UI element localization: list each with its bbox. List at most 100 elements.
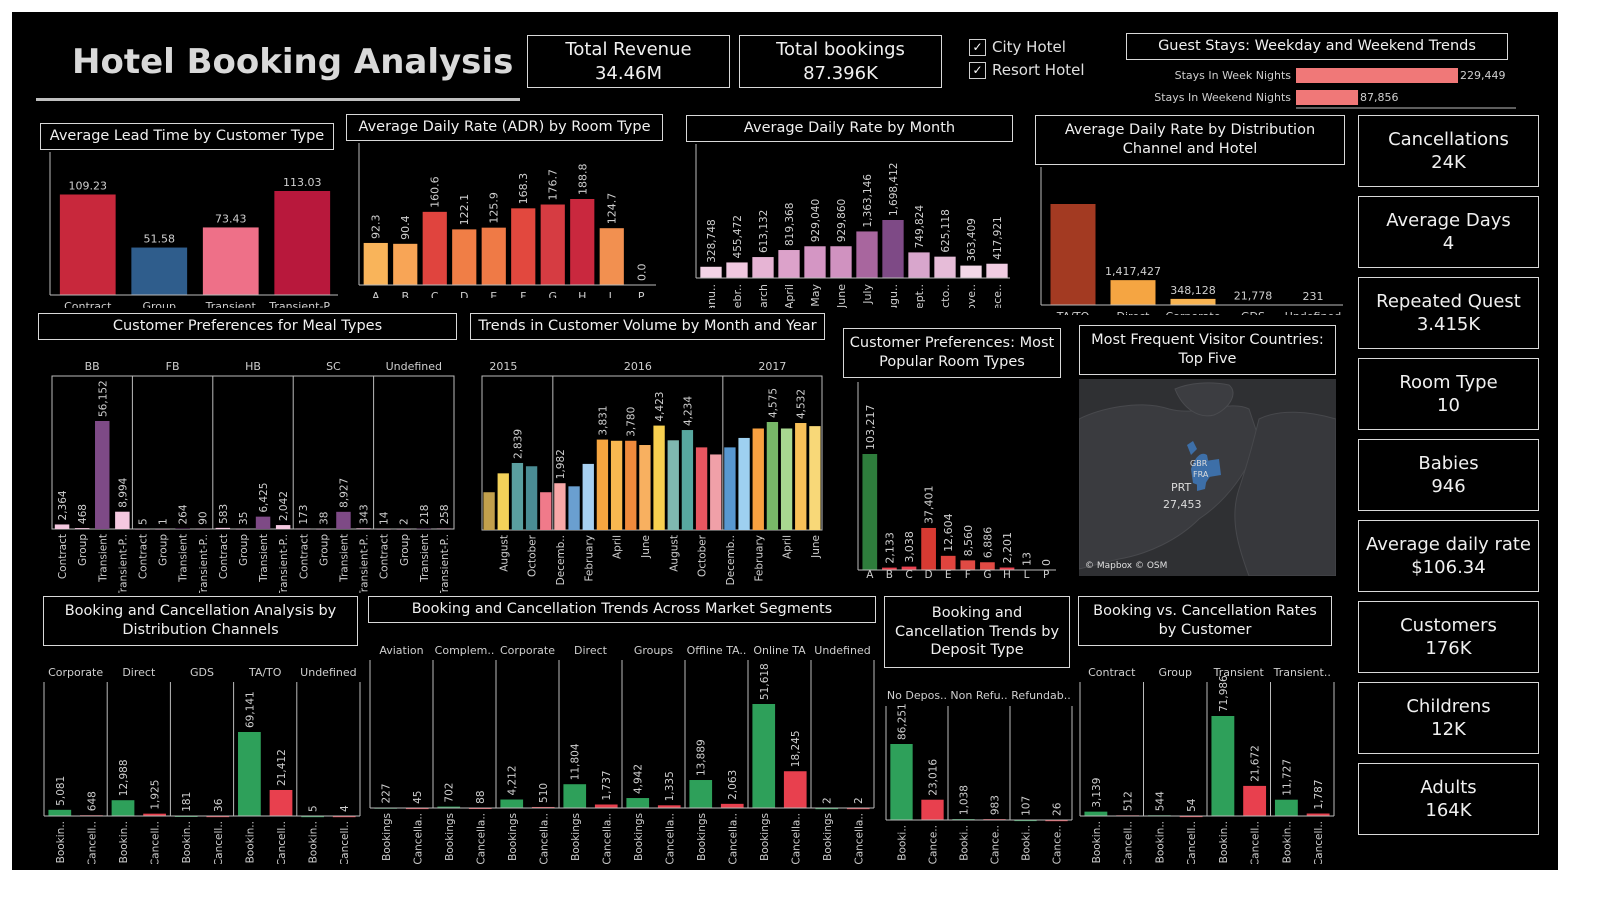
- bar: [155, 528, 170, 530]
- group-header: Non Refu..: [950, 689, 1007, 702]
- data-label: 363,409: [966, 218, 978, 261]
- data-label: 702: [444, 783, 456, 803]
- axis-tick-label: Group: [158, 534, 170, 566]
- kpi-label: Total Revenue: [565, 39, 692, 61]
- data-label: 231: [1303, 290, 1324, 303]
- group-header: Group: [1159, 666, 1193, 679]
- data-label: 1,982: [555, 449, 567, 479]
- title-underline: [36, 98, 520, 101]
- axis-tick-label: Cancella..: [727, 813, 739, 864]
- kpi-label: Childrens: [1406, 695, 1491, 717]
- bar: [376, 528, 391, 530]
- plot-frame: [51, 375, 455, 530]
- data-label: 54: [1186, 798, 1198, 812]
- bar: [1179, 815, 1203, 818]
- bar: [752, 257, 774, 278]
- bar: [815, 807, 839, 810]
- map-title: Most Frequent Visitor Countries: Top Fiv…: [1079, 325, 1336, 375]
- axis-tick-label: F: [520, 290, 526, 298]
- bar: [483, 492, 495, 530]
- data-label: 544: [1154, 791, 1166, 811]
- side-kpi-card: Repeated Quest 3.415K: [1358, 277, 1539, 349]
- data-label: 12,604: [942, 513, 955, 552]
- data-label: 983: [990, 795, 1002, 815]
- data-label: 2: [822, 797, 834, 804]
- bar: [238, 732, 261, 816]
- axis-tick-label: Contract: [379, 534, 391, 579]
- data-label: 37,401: [923, 485, 936, 524]
- axis-tick-label: H: [578, 290, 586, 298]
- group-header: Aviation: [379, 644, 423, 657]
- chart-lead-time: 109.23 Contract 51.58 Group 73.43 Transient 11…: [49, 152, 338, 308]
- bar: [710, 454, 722, 530]
- bar: [695, 447, 708, 530]
- axis-tick-label: Cancell..: [213, 821, 225, 864]
- bar: [830, 246, 852, 278]
- bar: [570, 199, 595, 285]
- kpi-value: 4: [1442, 233, 1455, 254]
- axis-tick-label: June: [810, 535, 822, 559]
- data-label: 929,860: [836, 199, 848, 242]
- data-label: 73.43: [215, 212, 247, 225]
- bar: [856, 231, 878, 278]
- axis-tick-label: Decemb..: [725, 535, 737, 585]
- axis-tick-label: Cancella..: [475, 813, 487, 864]
- bar: [780, 428, 793, 530]
- axis-tick-label: Bookings: [696, 813, 708, 861]
- side-kpi-card: Room Type 10: [1358, 358, 1539, 430]
- axis-tick-label: Cancella..: [412, 813, 424, 864]
- chart-room-popularity: 103,217 A 2,133 B 3,038 C 37,401 D 12,604 E 8,560 F…: [857, 382, 1056, 580]
- axis-tick-label: Dece..: [991, 284, 1004, 308]
- data-label: 23,016: [928, 759, 940, 796]
- axis-tick-label: Transient-P..: [359, 534, 371, 593]
- axis-tick-label: E: [945, 569, 952, 580]
- axis-tick-label: Sept..: [913, 284, 926, 308]
- data-label: 35: [238, 512, 250, 525]
- axis-tick-label: Transient: [205, 300, 257, 308]
- kpi-value: 12K: [1431, 719, 1466, 740]
- bar: [296, 528, 311, 530]
- side-kpi-card: Cancellations 24K: [1358, 115, 1539, 187]
- data-label: 103,217: [864, 405, 877, 451]
- axis-tick-label: G: [548, 290, 557, 298]
- axis-tick-label: Bookin..: [55, 821, 67, 863]
- data-label: 45: [412, 791, 424, 804]
- axis-tick-label: L: [1024, 569, 1030, 580]
- data-label: 4,234: [682, 396, 694, 426]
- bar: [202, 227, 259, 295]
- filter-city-hotel[interactable]: ✓ City Hotel: [969, 38, 1066, 56]
- filter-resort-hotel[interactable]: ✓ Resort Hotel: [969, 61, 1085, 79]
- axis-tick-label: April: [612, 535, 624, 559]
- data-label: 819,368: [784, 203, 796, 246]
- checkbox-checked-icon[interactable]: ✓: [969, 61, 986, 79]
- bar: [95, 421, 110, 529]
- visitor-countries-map[interactable]: PRT 27,453 GBR FRA © Mapbox © OSM: [1079, 379, 1336, 576]
- bar: [111, 800, 135, 816]
- group-header: Transient: [1213, 666, 1265, 679]
- chart-adr-room: 92.3 A 90.4 B 160.6 C 122.1 D 125.9 E 168.3 F 176.7 G…: [358, 143, 656, 298]
- data-label: 749,824: [914, 205, 926, 249]
- bar: [726, 262, 748, 278]
- bar: [568, 486, 580, 530]
- group-header: Offline TA..: [687, 644, 747, 657]
- axis-tick-label: Direct: [1117, 310, 1151, 315]
- kpi-total-revenue: Total Revenue 34.46M: [527, 35, 730, 88]
- side-kpi-card: Babies 946: [1358, 439, 1539, 511]
- bar: [396, 528, 411, 530]
- axis-tick-label: Cancella..: [538, 813, 550, 864]
- data-label: 0: [1040, 559, 1053, 566]
- data-label: 648: [86, 791, 98, 811]
- bar: [940, 555, 956, 570]
- axis-tick-label: Contract: [137, 534, 149, 579]
- data-label: 86,251: [897, 703, 909, 740]
- data-label: 1,335: [664, 771, 676, 801]
- axis-tick-label: Febr..: [731, 284, 744, 308]
- bar: [960, 560, 976, 570]
- checkbox-checked-icon[interactable]: ✓: [969, 38, 986, 56]
- axis-tick-label: Group: [143, 300, 177, 308]
- data-label: 1,737: [601, 770, 613, 800]
- bar: [206, 815, 230, 818]
- bar: [175, 528, 190, 529]
- bar: [667, 440, 679, 530]
- axis-tick-label: Corporate: [1166, 310, 1221, 315]
